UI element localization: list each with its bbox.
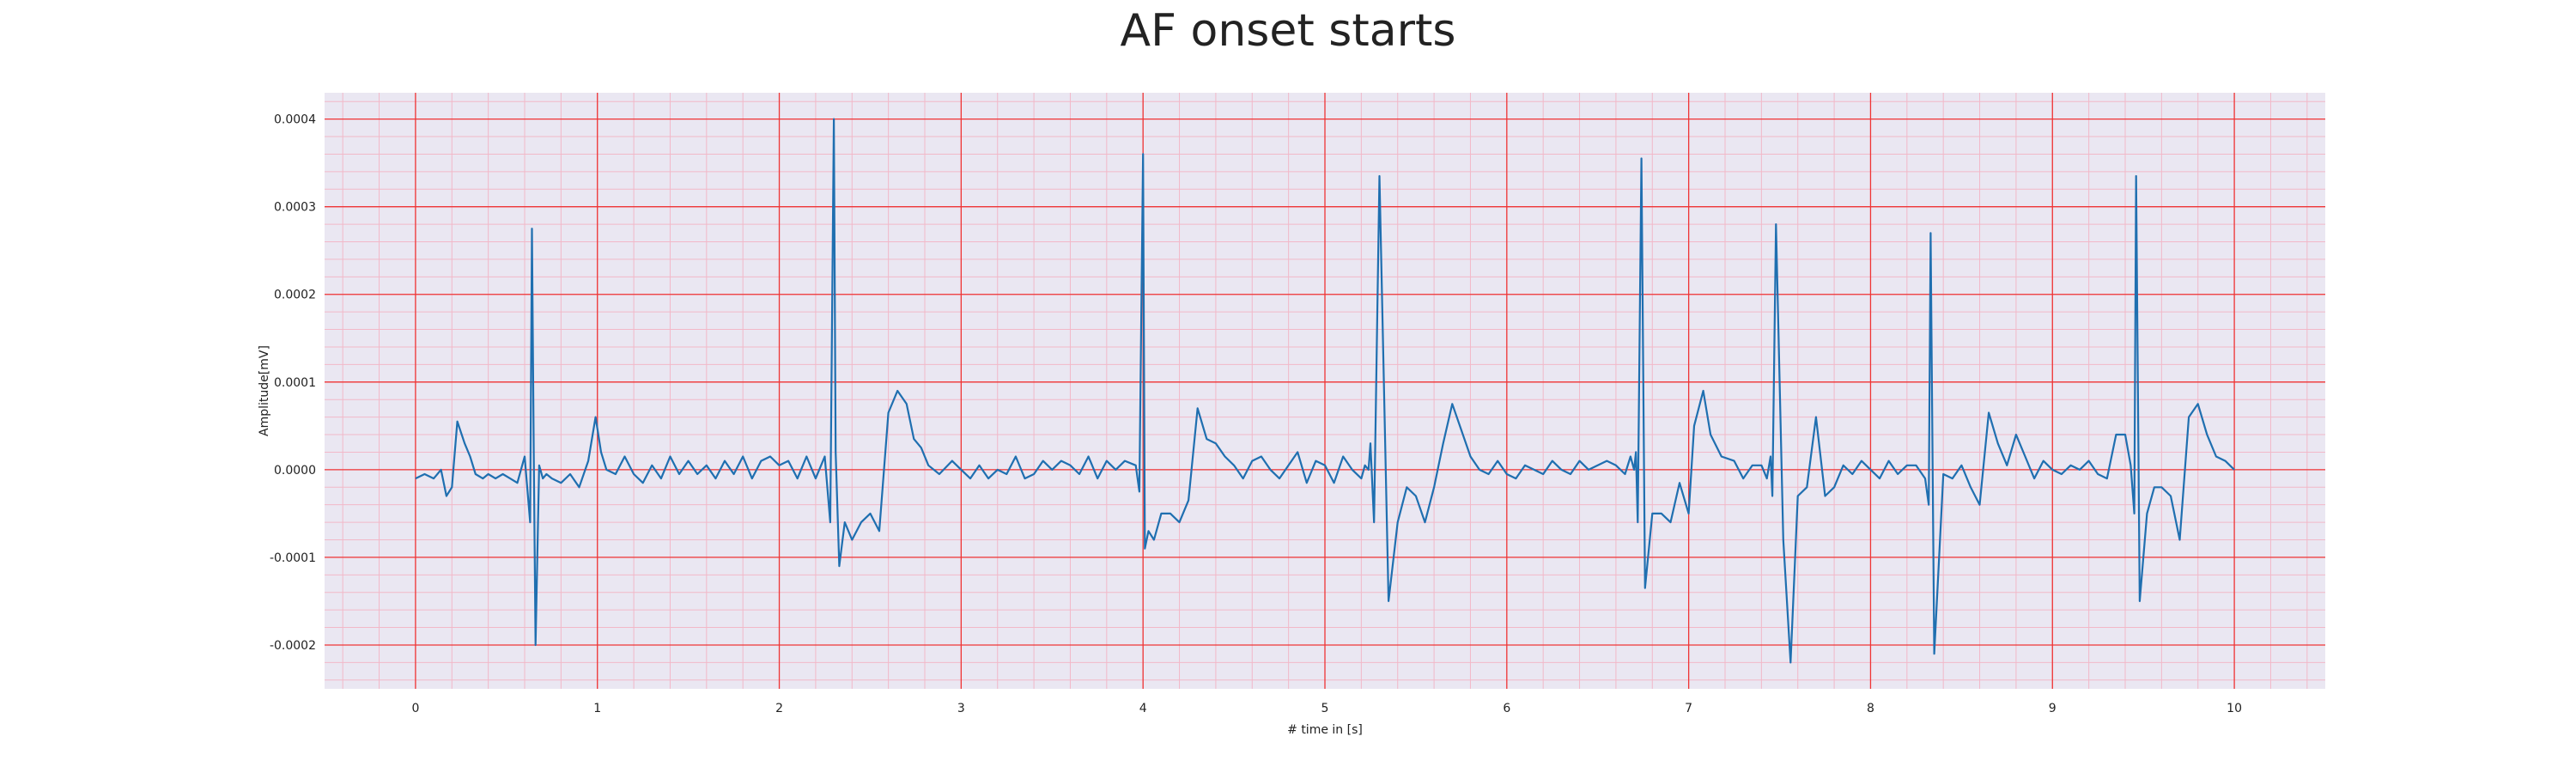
y-axis-label: Amplitude[mV]: [258, 345, 271, 436]
x-tick-label: 9: [2049, 702, 2057, 715]
x-tick-label: 5: [1321, 702, 1329, 715]
x-tick-label: 3: [957, 702, 965, 715]
x-tick-label: 2: [775, 702, 783, 715]
y-tick-label: 0.0003: [274, 201, 316, 215]
y-tick-label: 0.0004: [274, 113, 316, 127]
x-tick-label: 1: [593, 702, 601, 715]
chart-title: AF onset starts: [1120, 5, 1456, 57]
x-tick-label: 7: [1685, 702, 1692, 715]
x-axis-label: # time in [s]: [1287, 723, 1363, 737]
x-tick-label: 4: [1139, 702, 1147, 715]
x-tick-label: 10: [2227, 702, 2242, 715]
series-line-ecg: [415, 118, 2235, 664]
y-tick-label: 0.0002: [274, 289, 316, 302]
x-tick-label: 6: [1503, 702, 1510, 715]
y-axis-ticks: -0.0002 -0.0001 0.0000 0.0001 0.0002 0.0003 0.…: [270, 113, 316, 653]
major-grid: [325, 93, 2325, 689]
y-tick-label: -0.0002: [270, 639, 316, 653]
y-tick-label: 0.0001: [274, 376, 316, 390]
x-axis-ticks: 0 1 2 3 4 5 6 7 8 9 10: [411, 702, 2242, 715]
x-tick-label: 8: [1867, 702, 1874, 715]
y-tick-label: -0.0001: [270, 551, 316, 565]
x-tick-label: 0: [411, 702, 419, 715]
y-tick-label: 0.0000: [274, 464, 316, 478]
